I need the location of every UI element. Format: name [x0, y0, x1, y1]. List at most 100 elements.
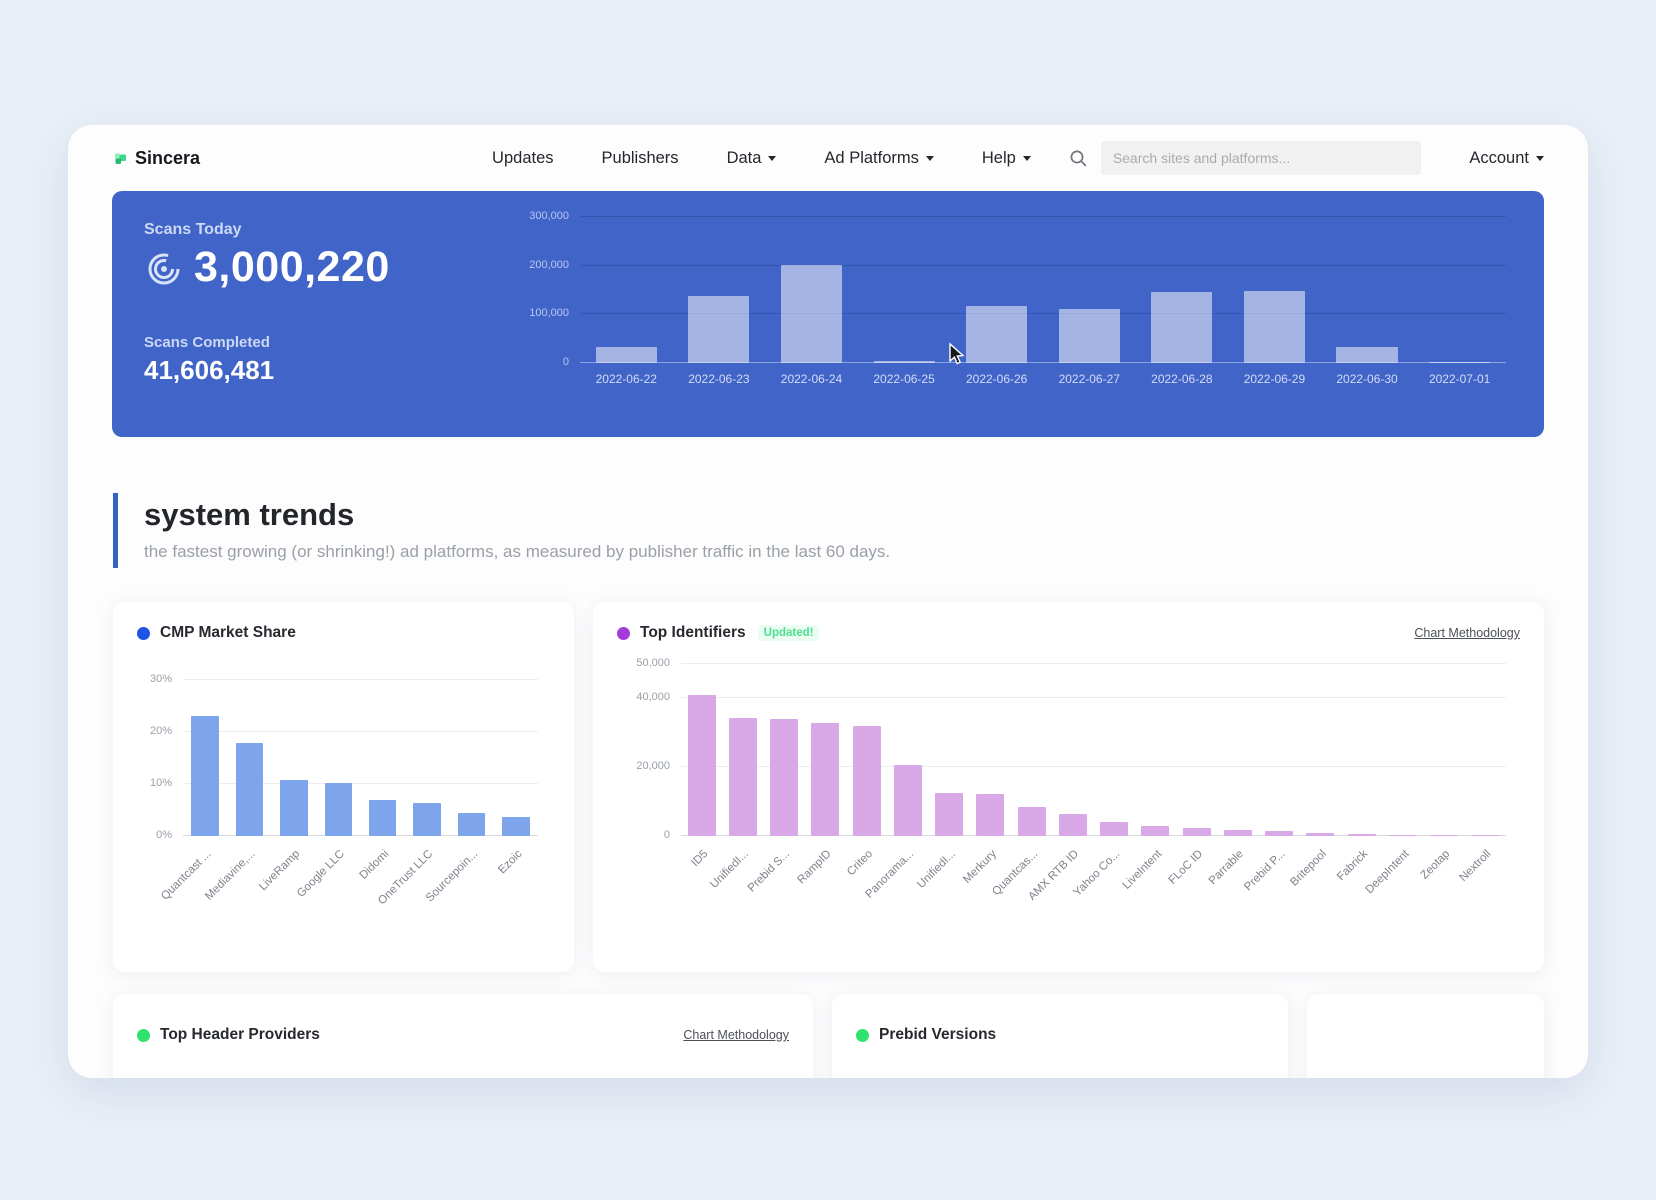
- account-menu[interactable]: Account: [1469, 149, 1544, 168]
- updated-badge: Updated!: [757, 625, 820, 641]
- prebid-versions-card: Prebid Versions: [832, 994, 1288, 1078]
- chart-methodology-link[interactable]: Chart Methodology: [1414, 626, 1520, 640]
- brand-logo[interactable]: Sincera: [112, 148, 200, 169]
- y-axis-label: 0: [562, 356, 569, 368]
- purple-dot-icon: [617, 626, 630, 640]
- main-panel: Sincera Updates Publishers Data Ad Platf…: [68, 125, 1588, 1078]
- section-subtitle: the fastest growing (or shrinking!) ad p…: [144, 542, 891, 561]
- chevron-down-icon: [925, 155, 934, 161]
- x-axis-label: Ezoic: [495, 848, 525, 877]
- y-axis-label: 300,000: [529, 210, 569, 222]
- bar: [324, 783, 353, 836]
- bar: [1243, 290, 1305, 363]
- bar: [1388, 834, 1417, 836]
- x-axis-label: Criteo: [844, 848, 876, 879]
- y-axis-label: 50,000: [636, 657, 670, 669]
- x-axis-label: 2022-06-27: [1058, 372, 1120, 386]
- x-axis-label: 2022-06-23: [688, 372, 750, 386]
- cmp-market-share-chart: 0% 10% 20% 30% Quantcast ... Mediavine,... Li…: [137, 664, 550, 928]
- gridline: 0: [664, 829, 1506, 841]
- scans-completed-value: 41,606,481: [144, 355, 275, 385]
- y-axis-label: 20%: [149, 724, 172, 737]
- top-identifiers-chart: 0 20,000 40,000 50,000 ID5 UnifiedI... Prebid…: [617, 657, 1520, 928]
- blue-dot-icon: [137, 626, 150, 640]
- nav-item-updates[interactable]: Updates: [492, 148, 554, 167]
- bar: [595, 346, 657, 363]
- x-axis-label: Didomi: [357, 848, 392, 882]
- bar: [1182, 828, 1211, 836]
- page-title: system trends: [144, 497, 355, 532]
- bar: [1141, 826, 1170, 836]
- y-axis-label: 40,000: [636, 691, 670, 704]
- bar: [1100, 822, 1129, 836]
- chevron-down-icon: [768, 155, 777, 161]
- green-dot-icon: [137, 1028, 150, 1042]
- scans-per-day-chart: 0 100,000 200,000 300,000 2022-06-22 2022-06…: [494, 191, 1544, 437]
- gridline: 40,000: [636, 691, 1506, 703]
- chart-plot-area: 0% 10% 20% 30%: [150, 664, 538, 841]
- bar: [502, 816, 530, 836]
- card-title: CMP Market Share: [160, 624, 296, 641]
- bar: [1058, 814, 1087, 836]
- bar: [966, 306, 1028, 363]
- bar: [368, 800, 397, 836]
- bar: [1336, 347, 1398, 363]
- y-axis-label: 30%: [149, 672, 172, 685]
- x-axis-label: 2022-07-01: [1428, 372, 1491, 386]
- gridline: 20%: [150, 725, 538, 737]
- empty-card: [1307, 994, 1544, 1078]
- x-axis-label: ID5: [688, 848, 711, 870]
- x-axis-label: 2022-06-26: [965, 372, 1028, 386]
- card-title: Prebid Versions: [879, 1026, 997, 1043]
- bar: [873, 360, 935, 363]
- bar: [770, 718, 799, 836]
- gridline: 0%: [156, 829, 538, 841]
- nav-item-help[interactable]: Help: [982, 149, 1031, 168]
- chart-plot-area: 0 20,000 40,000 50,000: [636, 657, 1506, 841]
- bar: [235, 743, 264, 836]
- y-axis-label: 20,000: [636, 760, 670, 773]
- gridline: 0: [563, 356, 1506, 368]
- gridline: 50,000: [636, 657, 1506, 669]
- bar: [688, 296, 750, 363]
- nav-item-data[interactable]: Data: [727, 149, 777, 168]
- bar: [1429, 361, 1491, 363]
- green-dot-icon: [856, 1028, 869, 1042]
- gridline: 100,000: [529, 307, 1506, 319]
- y-axis-label: 100,000: [529, 307, 569, 320]
- chart-methodology-link[interactable]: Chart Methodology: [683, 1028, 789, 1042]
- bar: [1306, 833, 1335, 836]
- gridline: 30%: [150, 673, 538, 685]
- scans-hero-banner: Scans Today 3,000,220 Scans Completed 41…: [112, 191, 1544, 437]
- top-header-providers-card: Top Header Providers Chart Methodology: [113, 994, 813, 1078]
- chevron-down-icon: [1536, 155, 1544, 161]
- top-identifiers-card: Top Identifiers Updated! Chart Methodolo…: [593, 602, 1544, 972]
- charts-row: CMP Market Share 0% 10% 20% 30% Quantcast .…: [113, 602, 1544, 972]
- bar: [1347, 833, 1376, 836]
- scans-today-label: Scans Today: [144, 221, 242, 238]
- bar: [413, 802, 441, 836]
- nav-item-ad-platforms[interactable]: Ad Platforms: [824, 149, 934, 168]
- scans-target-icon: [148, 253, 180, 284]
- y-axis-label: 0: [663, 829, 670, 841]
- x-axis-label: 2022-06-30: [1336, 372, 1398, 386]
- gridline: 10%: [150, 777, 538, 789]
- x-axis-label: 2022-06-28: [1151, 372, 1213, 386]
- bar: [780, 265, 843, 363]
- gridline: 20,000: [636, 760, 1506, 772]
- system-trends-section-header: system trends the fastest growing (or sh…: [113, 493, 1544, 568]
- nav-item-publishers[interactable]: Publishers: [601, 148, 679, 167]
- bar: [893, 765, 922, 836]
- x-axis-label: Zeotap: [1418, 848, 1453, 882]
- bar: [728, 718, 757, 836]
- bar: [1223, 830, 1252, 836]
- bar: [1430, 834, 1459, 836]
- scans-completed-label: Scans Completed: [144, 334, 270, 351]
- search-input[interactable]: [1100, 141, 1421, 175]
- scans-today-value: 3,000,220: [194, 243, 390, 291]
- bar: [1017, 807, 1046, 836]
- bar: [457, 812, 486, 836]
- x-axis-label: 2022-06-25: [873, 372, 935, 386]
- search-icon[interactable]: [1069, 149, 1088, 168]
- bar: [1058, 309, 1120, 363]
